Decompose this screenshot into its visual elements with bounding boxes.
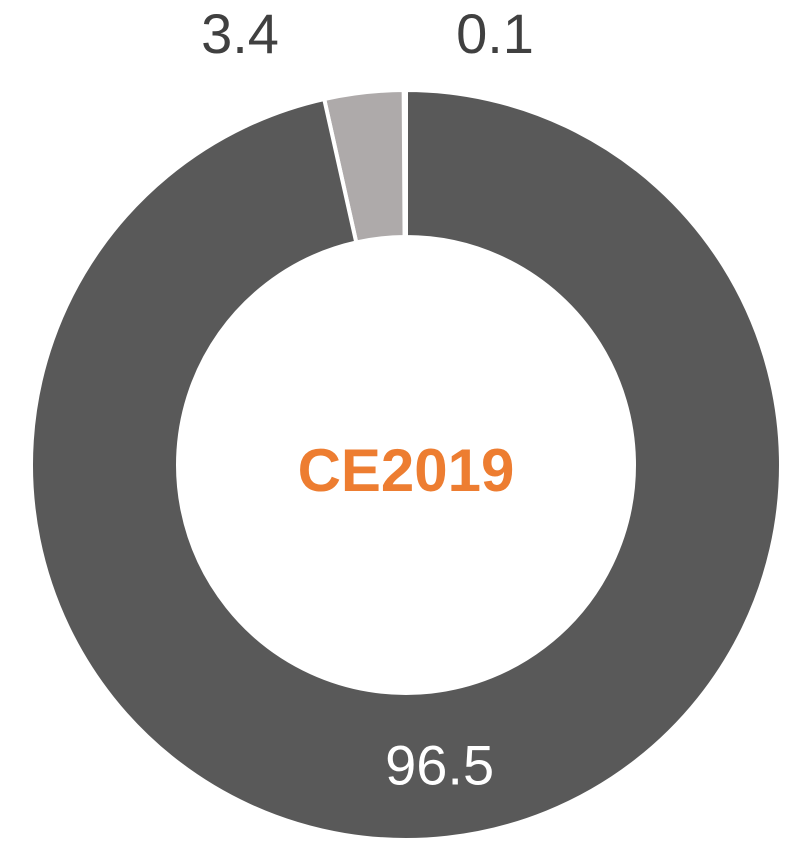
- donut-slice: [29, 88, 783, 842]
- data-label: 0.1: [456, 2, 534, 65]
- data-label: 96.5: [385, 733, 494, 796]
- data-label: 3.4: [201, 2, 279, 65]
- center-label: CE2019: [298, 437, 515, 504]
